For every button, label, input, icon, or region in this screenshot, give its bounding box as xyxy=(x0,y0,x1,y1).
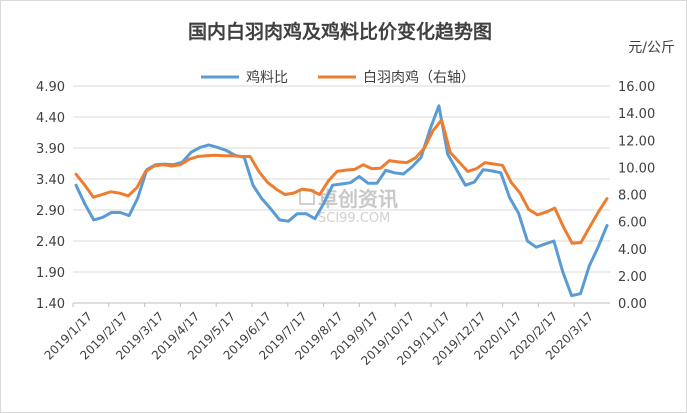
right-axis-tick-label: 4.00 xyxy=(618,243,647,258)
right-axis-tick-label: 12.00 xyxy=(618,134,655,149)
right-axis-tick-label: 10.00 xyxy=(618,161,655,176)
left-axis-tick-label: 3.90 xyxy=(36,142,65,157)
series-lines xyxy=(74,104,609,298)
left-axis-tick-label: 1.90 xyxy=(36,266,65,281)
right-axis-tick-label: 2.00 xyxy=(618,270,647,285)
left-axis-tick-label: 2.40 xyxy=(36,235,65,250)
watermark: 卓创资讯 SCI99.COM xyxy=(299,187,398,226)
left-axis-tick-label: 2.90 xyxy=(36,204,65,219)
watermark-sub: SCI99.COM xyxy=(318,211,390,226)
right-axis-tick-label: 0.00 xyxy=(618,297,647,312)
right-axis-ticks: 0.00 2.00 4.00 6.00 8.00 10.00 12.00 14.00 16.00 xyxy=(618,80,655,312)
right-axis-tick-label: 16.00 xyxy=(618,80,655,95)
grid-lines xyxy=(73,85,610,304)
left-axis-ticks: 1.40 1.90 2.40 2.90 3.40 3.90 4.40 4.90 xyxy=(36,80,65,312)
x-axis-ticks: 2019/1/172019/2/172019/3/172019/4/172019… xyxy=(42,303,596,368)
right-axis-unit: 元/公斤 xyxy=(628,40,675,56)
left-axis-tick-label: 4.40 xyxy=(36,111,65,126)
legend-label-ratio: 鸡料比 xyxy=(246,69,288,86)
legend-label-broiler: 白羽肉鸡（右轴） xyxy=(363,69,475,86)
left-axis-tick-label: 4.90 xyxy=(36,80,65,95)
right-axis-tick-label: 8.00 xyxy=(618,189,647,204)
left-axis-tick-label: 1.40 xyxy=(36,297,65,312)
left-axis-tick-label: 3.40 xyxy=(36,173,65,188)
right-axis-tick-label: 14.00 xyxy=(618,107,655,122)
series-line-broiler-price xyxy=(74,118,609,245)
chart-title: 国内白羽肉鸡及鸡料比价变化趋势图 xyxy=(188,20,492,43)
right-axis-tick-label: 6.00 xyxy=(618,216,647,231)
